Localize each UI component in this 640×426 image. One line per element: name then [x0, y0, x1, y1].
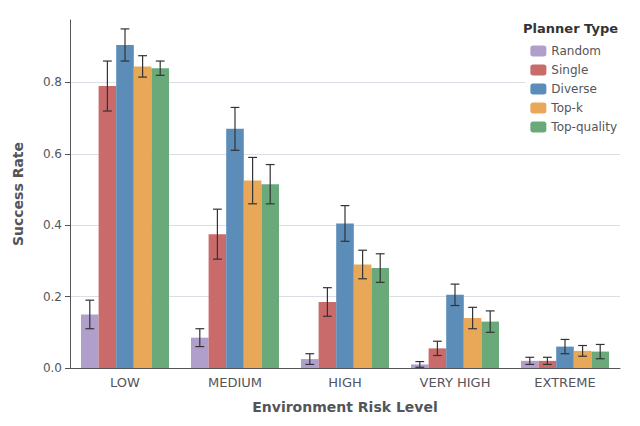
svg-text:0.4: 0.4 [43, 218, 62, 232]
svg-text:Diverse: Diverse [551, 82, 597, 96]
svg-text:Top-k: Top-k [550, 101, 583, 115]
svg-text:Environment Risk Level: Environment Risk Level [252, 399, 438, 415]
svg-text:HIGH: HIGH [328, 375, 361, 390]
svg-text:0.6: 0.6 [43, 147, 62, 161]
svg-text:0.0: 0.0 [43, 361, 62, 375]
svg-text:Planner Type: Planner Type [523, 21, 618, 36]
svg-text:MEDIUM: MEDIUM [208, 375, 262, 390]
svg-text:VERY HIGH: VERY HIGH [420, 375, 491, 390]
svg-text:Success Rate: Success Rate [10, 142, 26, 246]
svg-text:Random: Random [551, 44, 601, 58]
svg-text:0.2: 0.2 [43, 290, 62, 304]
svg-text:EXTREME: EXTREME [534, 375, 596, 390]
svg-text:Single: Single [551, 63, 588, 77]
svg-text:Top-quality: Top-quality [550, 120, 617, 134]
svg-text:0.8: 0.8 [43, 75, 62, 89]
svg-text:LOW: LOW [110, 375, 140, 390]
